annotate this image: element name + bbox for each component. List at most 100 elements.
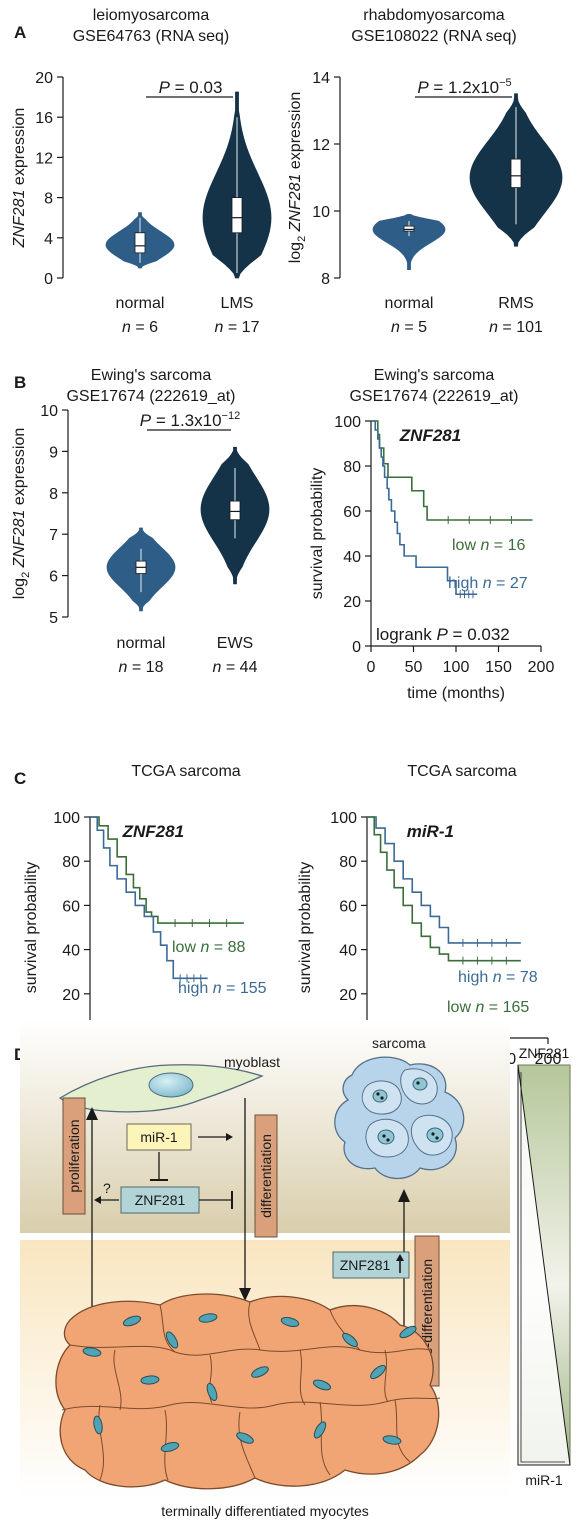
box-iqr xyxy=(403,225,415,232)
p-value: P = 0.03 xyxy=(159,78,223,97)
gradient-wedge xyxy=(517,1064,571,1466)
y-tick-label: 100 xyxy=(330,810,357,827)
box-iqr xyxy=(510,158,522,188)
gradient-bottom-label: miR-1 xyxy=(525,1472,563,1488)
group-n: n = 101 xyxy=(489,319,543,336)
violin-chart-leiomyosarcoma: leiomyosarcoma GSE64763 (RNA seq) 0 4 8 12 16 2… xyxy=(11,7,272,336)
y-tick-label: 12 xyxy=(35,150,53,167)
y-tick-label: 80 xyxy=(62,854,80,871)
question-mark: ? xyxy=(103,1180,111,1196)
y-axis-label: survival probability xyxy=(23,862,40,994)
y-tick-label: 20 xyxy=(62,987,80,1004)
y-tick-label: 16 xyxy=(35,110,53,127)
y-tick-label: 60 xyxy=(62,898,80,915)
km-curve-low xyxy=(371,420,533,521)
y-tick-label: 14 xyxy=(312,70,330,87)
x-tick-label: 0 xyxy=(367,659,376,676)
panel-label-a: A xyxy=(14,23,26,42)
chart-title: rhabdomyosarcoma xyxy=(363,7,505,24)
mir1-box-label: miR-1 xyxy=(140,1129,178,1145)
y-tick-label: 20 xyxy=(35,70,53,87)
dedifferentiation-label: de-differentiation xyxy=(419,1259,435,1363)
x-tick-label: 200 xyxy=(535,1051,562,1068)
differentiation-box xyxy=(254,1114,278,1238)
box-iqr xyxy=(231,197,243,234)
y-tick-label: 5 xyxy=(49,610,58,627)
group-label: EWS xyxy=(217,635,253,652)
chart-subtitle: GSE64763 (RNA seq) xyxy=(73,28,230,45)
y-tick-label: 80 xyxy=(343,459,361,476)
proliferation-label: proliferation xyxy=(66,1119,82,1192)
chart-subtitle: GSE108022 (RNA seq) xyxy=(351,28,516,45)
myocytes-cluster xyxy=(55,1293,441,1490)
p-value: P = 1.3x10−12 xyxy=(140,410,240,430)
km-chart-tcga-mir1: TCGA sarcomamiR-102040608010005010015020… xyxy=(297,763,561,1094)
y-tick-label: 20 xyxy=(343,594,361,611)
series-label-high: high n = 27 xyxy=(448,575,528,592)
group-n: n = 6 xyxy=(122,319,158,336)
y-tick-label: 0 xyxy=(44,271,53,288)
group-label: LMS xyxy=(221,295,254,312)
y-axis-label: ZNF281 expression xyxy=(11,108,28,249)
panel-label-c: C xyxy=(14,769,26,788)
group-label: RMS xyxy=(498,295,534,312)
chart-subtitle: GSE17674 (222619_at) xyxy=(349,388,518,405)
group-n: n = 5 xyxy=(391,319,427,336)
znf281-box-label: ZNF281 xyxy=(135,1192,186,1208)
y-tick-label: 60 xyxy=(339,898,357,915)
y-tick-label: 8 xyxy=(44,191,53,208)
gene-label: ZNF281 xyxy=(122,822,184,841)
y-tick-label: 100 xyxy=(53,810,80,827)
schematic: myoblast sarcoma miR-1 ZNF281 xyxy=(20,1020,571,1519)
chart-title: TCGA sarcoma xyxy=(407,763,516,780)
y-axis-label: log2 ZNF281 expression xyxy=(11,428,32,600)
y-tick-label: 8 xyxy=(49,486,58,503)
logrank-p: logrank P = 0.032 xyxy=(376,625,510,644)
znf281-box xyxy=(120,1186,200,1214)
group-n: n = 17 xyxy=(215,319,260,336)
chart-title: leiomyosarcoma xyxy=(93,7,210,24)
y-tick-label: 0 xyxy=(352,639,361,656)
chart-title: Ewing's sarcoma xyxy=(91,367,212,384)
km-chart-ewing: Ewing's sarcoma GSE17674 (222619_at) ZNF28… xyxy=(309,367,554,702)
x-axis-label: time (months) xyxy=(407,685,505,702)
p-value: P = 1.2x10−5 xyxy=(417,77,511,97)
gradient-top-label: ZNF281 xyxy=(519,1045,570,1061)
y-tick-label: 6 xyxy=(49,569,58,586)
gene-label: ZNF281 xyxy=(399,426,461,445)
myoblast-label: myoblast xyxy=(224,1054,280,1070)
series-label-low: low n = 16 xyxy=(452,537,525,554)
y-tick-label: 4 xyxy=(44,231,53,248)
y-tick-label: 40 xyxy=(339,943,357,960)
sarcoma-cluster xyxy=(334,1056,465,1180)
y-tick-label: 40 xyxy=(62,943,80,960)
mir1-box xyxy=(126,1123,192,1151)
znf281-up-box xyxy=(332,1251,410,1279)
chart-title: Ewing's sarcoma xyxy=(374,367,495,384)
y-tick-label: 40 xyxy=(343,549,361,566)
x-tick-label: 200 xyxy=(528,659,555,676)
y-tick-label: 12 xyxy=(312,137,330,154)
x-tick-label: 50 xyxy=(405,659,423,676)
myocytes-label: terminally differentiated myocytes xyxy=(161,1503,369,1519)
znf281-up-label: ZNF281 xyxy=(340,1257,391,1273)
y-tick-label: 9 xyxy=(49,444,58,461)
chart-subtitle: GSE17674 (222619_at) xyxy=(66,388,235,405)
y-axis-label: survival probability xyxy=(309,468,326,600)
km-curve-high xyxy=(367,816,521,944)
sarcoma-label: sarcoma xyxy=(372,1035,426,1051)
km-curve-high xyxy=(90,816,208,980)
proliferation-box xyxy=(62,1097,86,1215)
series-label-low: low n = 165 xyxy=(447,999,529,1016)
y-tick-label: 20 xyxy=(339,987,357,1004)
panel-label-b: B xyxy=(14,373,26,392)
y-tick-label: 100 xyxy=(334,414,361,431)
violin-chart-rhabdomyosarcoma: rhabdomyosarcoma GSE108022 (RNA seq) 8 10 12… xyxy=(287,7,563,336)
y-tick-label: 80 xyxy=(339,854,357,871)
violin-normal xyxy=(372,213,446,271)
km-curve-high xyxy=(371,420,478,596)
myoblast-nucleus xyxy=(148,1072,194,1098)
group-label: normal xyxy=(385,295,434,312)
y-tick-label: 8 xyxy=(321,271,330,288)
